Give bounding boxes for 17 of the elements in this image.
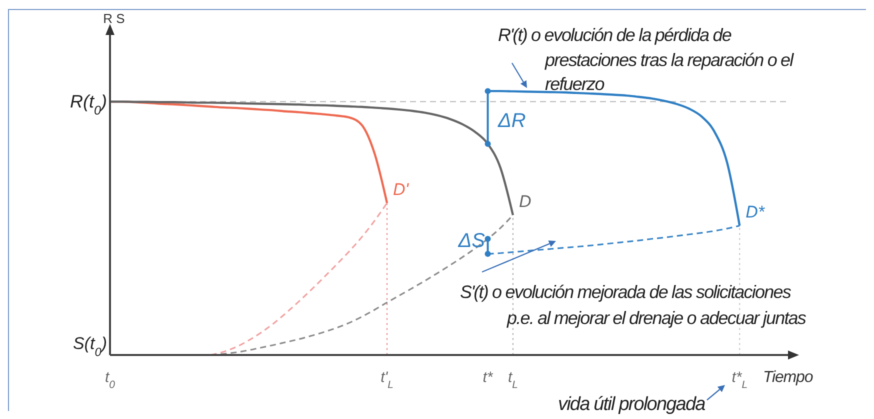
annotation: ΔS: [457, 230, 486, 252]
annotation: S'(t) o evolución mejorada de las solicitaciones p.e. al mejorar el drenaje o adecuar juntas: [460, 281, 806, 330]
annotation: ΔR: [497, 110, 526, 132]
x-tick-label: t*$_{L}$: [732, 369, 748, 391]
x-tick-label: t*: [482, 369, 494, 386]
annotation: D*: [746, 202, 766, 222]
x-axis-title: Tiempo: [763, 369, 814, 386]
annotation: D: [518, 192, 532, 212]
annotation: R'(t) o evolución de la pérdida de prestaciones tras la reparación o el refuerzo: [498, 24, 793, 96]
text: vida útil prolongada: [558, 394, 705, 415]
annotation: D': [393, 180, 410, 199]
text: S(t$_{0}$): [72, 334, 107, 359]
ref-line-label: R(t$_{0}$): [70, 92, 107, 118]
text: R S: [103, 11, 126, 26]
x-tick-label: t'$_{L}$: [380, 369, 394, 391]
x-tick-label: t$_{L}$: [508, 369, 518, 391]
x-tick-label: t$_{0}$: [104, 369, 116, 391]
